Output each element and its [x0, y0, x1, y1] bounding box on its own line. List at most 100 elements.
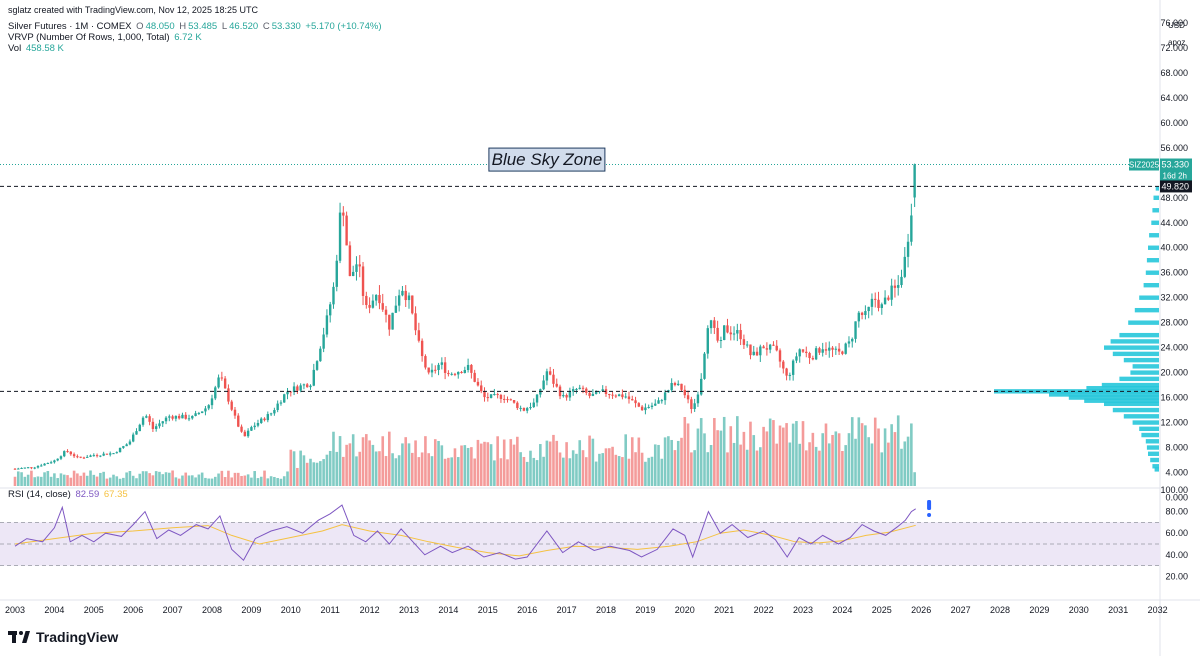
volume-bar — [453, 448, 457, 486]
year-tick-label: 2013 — [399, 605, 419, 615]
volume-bar — [361, 437, 365, 486]
symbol-badge-label: SIZ2025 — [1129, 161, 1160, 170]
year-tick-label: 2020 — [675, 605, 695, 615]
vrvp-legend[interactable]: VRVP (Number Of Rows, 1,000, Total) 6.72… — [8, 32, 204, 44]
last-price-badge — [1160, 158, 1192, 171]
candle-body — [302, 384, 306, 386]
volume-bar — [253, 471, 256, 486]
volume-bar — [831, 434, 834, 486]
candle-body — [506, 399, 509, 401]
vrvp-row — [1119, 376, 1159, 382]
candle-body — [204, 408, 207, 412]
candle-body — [762, 346, 765, 349]
volume-bar — [910, 423, 913, 486]
volume-bar — [857, 417, 861, 486]
volume-legend[interactable]: Vol 458.58 K — [8, 43, 66, 55]
volume-bar — [138, 473, 142, 486]
volume-bar — [660, 458, 664, 486]
volume-bar — [690, 452, 693, 486]
candle-body — [581, 387, 585, 389]
price-tick-label: 48.000 — [1160, 193, 1188, 203]
time-axis[interactable]: 2003 2004 2005 2006 2007 2008 2009 2010 2011 2012… — [5, 605, 1168, 615]
candle-body — [109, 453, 112, 455]
volume-bar — [496, 436, 499, 486]
candle-body — [66, 451, 69, 453]
volume-bar — [811, 432, 815, 486]
candle-body — [473, 372, 476, 382]
candle-body — [716, 327, 719, 341]
vrvp-row — [1130, 370, 1159, 375]
volume-bar — [607, 448, 611, 486]
candle-body — [187, 418, 191, 420]
candle-body — [59, 456, 63, 459]
candle-body — [880, 304, 883, 309]
volume-bar — [621, 457, 624, 486]
volume-bar — [378, 451, 381, 486]
open-value: 48.050 — [145, 21, 175, 32]
candle-body — [860, 312, 864, 316]
volume-bar — [752, 435, 756, 486]
volume-bar — [667, 436, 670, 486]
volume-bar — [427, 453, 430, 486]
volume-bar — [220, 470, 224, 486]
volume-bar — [69, 477, 73, 486]
candle-body — [890, 285, 893, 300]
candle-body — [365, 295, 368, 305]
volume-bar — [368, 440, 371, 486]
candle-body — [775, 345, 778, 351]
volume-bar — [384, 456, 388, 486]
price-tick-label: 72.000 — [1160, 43, 1188, 53]
volume-bar — [601, 453, 605, 486]
main-legend[interactable]: Silver Futures · 1M · COMEX O 48.050 H 53.… — [8, 21, 383, 33]
volume-bar — [236, 472, 240, 486]
candle-body — [351, 271, 355, 277]
volume-bar — [575, 453, 578, 486]
candle-body — [227, 388, 230, 402]
level-badge-label: 49.820 — [1161, 181, 1189, 191]
price-scale-mode[interactable]: apoz — [1168, 38, 1186, 47]
volume-bar — [315, 462, 319, 486]
volume-bar — [204, 477, 207, 486]
blue-sky-annotation[interactable]: Blue Sky Zone — [488, 147, 606, 172]
price-currency-label[interactable]: USD — [1168, 21, 1185, 30]
volume-bar — [716, 430, 719, 486]
candle-body — [414, 313, 417, 331]
candle-body — [391, 312, 394, 330]
candle-body — [854, 321, 857, 339]
candle-body — [338, 212, 342, 261]
candle-body — [503, 398, 506, 400]
volume-bar — [841, 450, 844, 486]
volume-bar — [499, 458, 503, 486]
annotation-text: Blue Sky Zone — [492, 150, 603, 169]
volume-bar — [732, 442, 736, 486]
volume-bar — [36, 476, 40, 486]
volume-bar — [893, 432, 897, 486]
volume-bar — [33, 477, 36, 486]
volume-bar — [309, 458, 312, 486]
volume-bar — [312, 462, 316, 486]
volume-bar — [617, 456, 621, 486]
volume-bar — [611, 446, 614, 486]
vrvp-row — [1148, 451, 1159, 456]
candle-body — [220, 377, 224, 379]
candle-body — [332, 286, 335, 305]
candle-body — [243, 431, 247, 437]
year-tick-label: 2026 — [911, 605, 931, 615]
candle-body — [749, 344, 752, 356]
volume-bar — [407, 443, 411, 486]
volume-bar — [604, 448, 608, 486]
price-axis[interactable]: 76.00072.00068.00064.00060.00056.00052.0… — [1129, 18, 1192, 503]
volume-bar — [581, 450, 585, 486]
volume-bar — [696, 428, 700, 486]
candle-body — [903, 256, 906, 277]
volume-bar — [896, 415, 900, 486]
volume-bar — [72, 470, 76, 486]
candle-body — [335, 260, 338, 287]
rsi-legend[interactable]: RSI (14, close) 82.59 67.35 — [8, 489, 130, 501]
candle-body — [286, 391, 289, 395]
volume-bar — [108, 477, 112, 486]
candle-body — [565, 395, 568, 398]
vrvp-row — [1141, 432, 1159, 438]
volume-bar — [102, 471, 105, 486]
